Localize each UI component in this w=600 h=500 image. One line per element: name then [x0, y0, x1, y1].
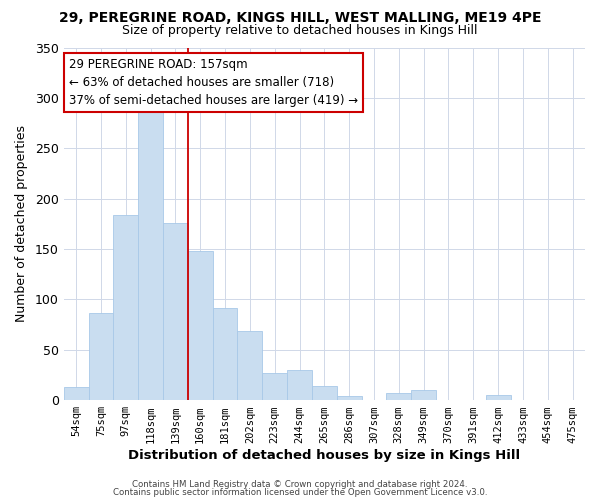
Bar — [486, 395, 511, 400]
Bar — [163, 223, 188, 400]
Text: 29 PEREGRINE ROAD: 157sqm
← 63% of detached houses are smaller (718)
37% of semi: 29 PEREGRINE ROAD: 157sqm ← 63% of detac… — [69, 58, 358, 107]
Bar — [262, 373, 287, 400]
Bar — [212, 308, 238, 400]
Text: 29, PEREGRINE ROAD, KINGS HILL, WEST MALLING, ME19 4PE: 29, PEREGRINE ROAD, KINGS HILL, WEST MAL… — [59, 11, 541, 25]
Bar — [64, 387, 89, 400]
Text: Size of property relative to detached houses in Kings Hill: Size of property relative to detached ho… — [122, 24, 478, 37]
Bar — [287, 370, 312, 400]
Bar — [337, 396, 362, 400]
Y-axis label: Number of detached properties: Number of detached properties — [15, 126, 28, 322]
Bar — [188, 251, 212, 400]
Bar — [138, 110, 163, 400]
Text: Contains HM Land Registry data © Crown copyright and database right 2024.: Contains HM Land Registry data © Crown c… — [132, 480, 468, 489]
Bar — [113, 215, 138, 400]
Text: Contains public sector information licensed under the Open Government Licence v3: Contains public sector information licen… — [113, 488, 487, 497]
Bar — [411, 390, 436, 400]
Bar — [238, 330, 262, 400]
Bar — [89, 312, 113, 400]
Bar — [312, 386, 337, 400]
X-axis label: Distribution of detached houses by size in Kings Hill: Distribution of detached houses by size … — [128, 450, 520, 462]
Bar — [386, 393, 411, 400]
